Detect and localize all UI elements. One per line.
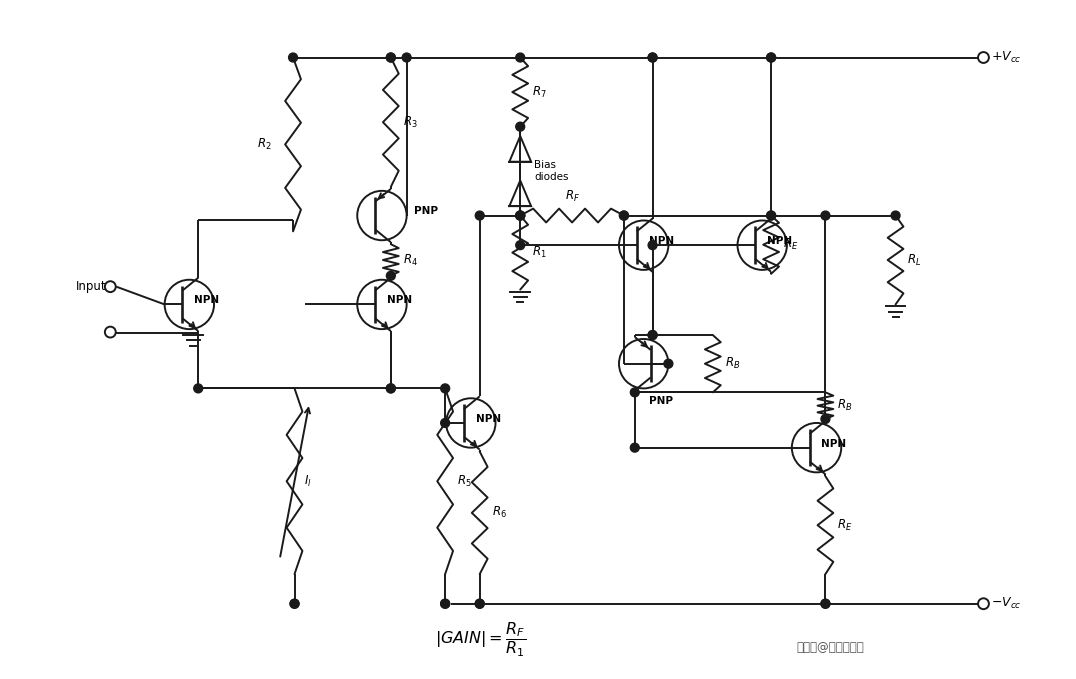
- Text: $R_L$: $R_L$: [907, 253, 922, 268]
- Text: NPN: NPN: [476, 414, 501, 424]
- Text: $R_E$: $R_E$: [837, 517, 852, 533]
- Text: $R_E$: $R_E$: [783, 237, 798, 252]
- Circle shape: [767, 53, 776, 62]
- Circle shape: [386, 384, 395, 393]
- Circle shape: [441, 600, 450, 608]
- Circle shape: [978, 52, 989, 63]
- Text: $R_6$: $R_6$: [492, 505, 507, 520]
- Text: NPN: NPN: [767, 236, 792, 246]
- Text: $R_2$: $R_2$: [257, 137, 271, 152]
- Text: $R_B$: $R_B$: [837, 398, 852, 414]
- Circle shape: [891, 211, 900, 220]
- Text: NPN: NPN: [649, 236, 674, 246]
- Circle shape: [441, 384, 450, 393]
- Text: NPN: NPN: [821, 439, 847, 449]
- Circle shape: [386, 384, 395, 393]
- Circle shape: [664, 359, 672, 368]
- Circle shape: [821, 600, 830, 608]
- Circle shape: [476, 600, 484, 608]
- Circle shape: [821, 600, 830, 608]
- Circle shape: [291, 600, 299, 608]
- Circle shape: [104, 327, 116, 337]
- Text: NPN: NPN: [195, 295, 220, 306]
- Circle shape: [515, 211, 525, 220]
- Circle shape: [631, 388, 639, 397]
- Circle shape: [648, 331, 657, 340]
- Circle shape: [515, 211, 525, 220]
- Text: 搜狐号@金营半导体: 搜狐号@金营半导体: [797, 641, 864, 654]
- Circle shape: [631, 443, 639, 452]
- Circle shape: [194, 384, 202, 393]
- Circle shape: [515, 241, 525, 250]
- Text: $R_B$: $R_B$: [724, 356, 740, 371]
- Circle shape: [402, 53, 411, 62]
- Text: PNP: PNP: [413, 206, 438, 216]
- Circle shape: [386, 53, 395, 62]
- Text: $R_1$: $R_1$: [532, 245, 547, 260]
- Circle shape: [821, 211, 830, 220]
- Circle shape: [386, 53, 395, 62]
- Text: Bias
diodes: Bias diodes: [534, 160, 568, 182]
- Text: $I_l$: $I_l$: [305, 474, 312, 489]
- Circle shape: [386, 272, 395, 280]
- Text: $|GAIN| = \dfrac{R_F}{R_1}$: $|GAIN| = \dfrac{R_F}{R_1}$: [435, 621, 526, 659]
- Text: $R_3$: $R_3$: [402, 115, 417, 130]
- Circle shape: [476, 600, 484, 608]
- Circle shape: [648, 331, 657, 340]
- Circle shape: [104, 281, 116, 292]
- Circle shape: [441, 600, 450, 608]
- Circle shape: [476, 211, 484, 220]
- Circle shape: [767, 211, 776, 220]
- Circle shape: [648, 53, 657, 62]
- Circle shape: [767, 211, 776, 220]
- Text: PNP: PNP: [649, 397, 672, 406]
- Text: $R_F$: $R_F$: [565, 189, 580, 204]
- Text: NPN: NPN: [387, 295, 412, 306]
- Circle shape: [291, 600, 299, 608]
- Circle shape: [648, 241, 657, 250]
- Circle shape: [441, 418, 450, 427]
- Circle shape: [821, 415, 830, 424]
- Text: $R_4$: $R_4$: [402, 253, 417, 268]
- Circle shape: [620, 211, 628, 220]
- Circle shape: [978, 598, 989, 609]
- Text: $-V_{cc}$: $-V_{cc}$: [991, 596, 1022, 611]
- Text: $R_7$: $R_7$: [532, 84, 547, 100]
- Circle shape: [288, 53, 297, 62]
- Text: Input: Input: [75, 280, 107, 293]
- Text: $+V_{cc}$: $+V_{cc}$: [991, 50, 1022, 65]
- Text: $R_5$: $R_5$: [457, 474, 471, 489]
- Circle shape: [515, 53, 525, 62]
- Circle shape: [620, 211, 628, 220]
- Circle shape: [515, 122, 525, 131]
- Circle shape: [767, 53, 776, 62]
- Circle shape: [648, 53, 657, 62]
- Circle shape: [515, 211, 525, 220]
